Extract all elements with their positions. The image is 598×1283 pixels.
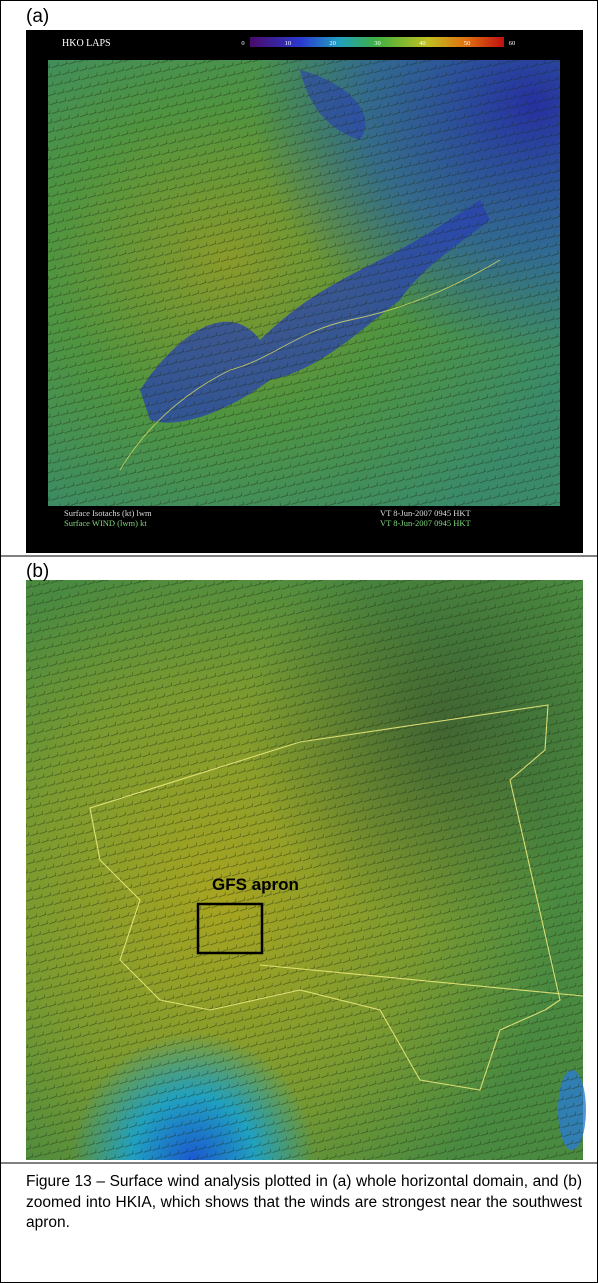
colorbar-label: 30: [374, 40, 381, 47]
colorbar-label: 50: [464, 40, 471, 47]
colorbar-label: 10: [285, 40, 292, 47]
panel-label: (b): [26, 561, 49, 583]
figure-page: HKO LAPS 0 10 20 30 40 50 60 Surface Isotachs …: [0, 0, 598, 1283]
colorbar-label: 20: [329, 40, 336, 47]
field-label: Surface WIND (lwm) kt: [64, 518, 147, 528]
apron-label: GFS apron: [212, 875, 299, 894]
panel-b-image: GFS apron: [26, 580, 586, 1160]
colorbar-label: 60: [509, 40, 516, 47]
colorbar-label: 40: [419, 40, 426, 47]
valid-time: VT 8-Jun-2007 0945 HKT: [380, 518, 472, 528]
model-label: HKO LAPS: [62, 38, 111, 49]
field-label: Surface Isotachs (kt) lwm: [64, 508, 152, 518]
panel-a-image: HKO LAPS 0 10 20 30 40 50 60 Surface Isotachs …: [26, 30, 583, 553]
valid-time: VT 8-Jun-2007 0945 HKT: [380, 508, 472, 518]
figure-frame: HKO LAPS 0 10 20 30 40 50 60 Surface Isotachs …: [0, 0, 598, 1283]
colorbar-label: 0: [241, 40, 244, 47]
panel-label: (a): [26, 6, 49, 28]
figure-caption: Figure 13 – Surface wind analysis plotte…: [26, 1172, 582, 1234]
